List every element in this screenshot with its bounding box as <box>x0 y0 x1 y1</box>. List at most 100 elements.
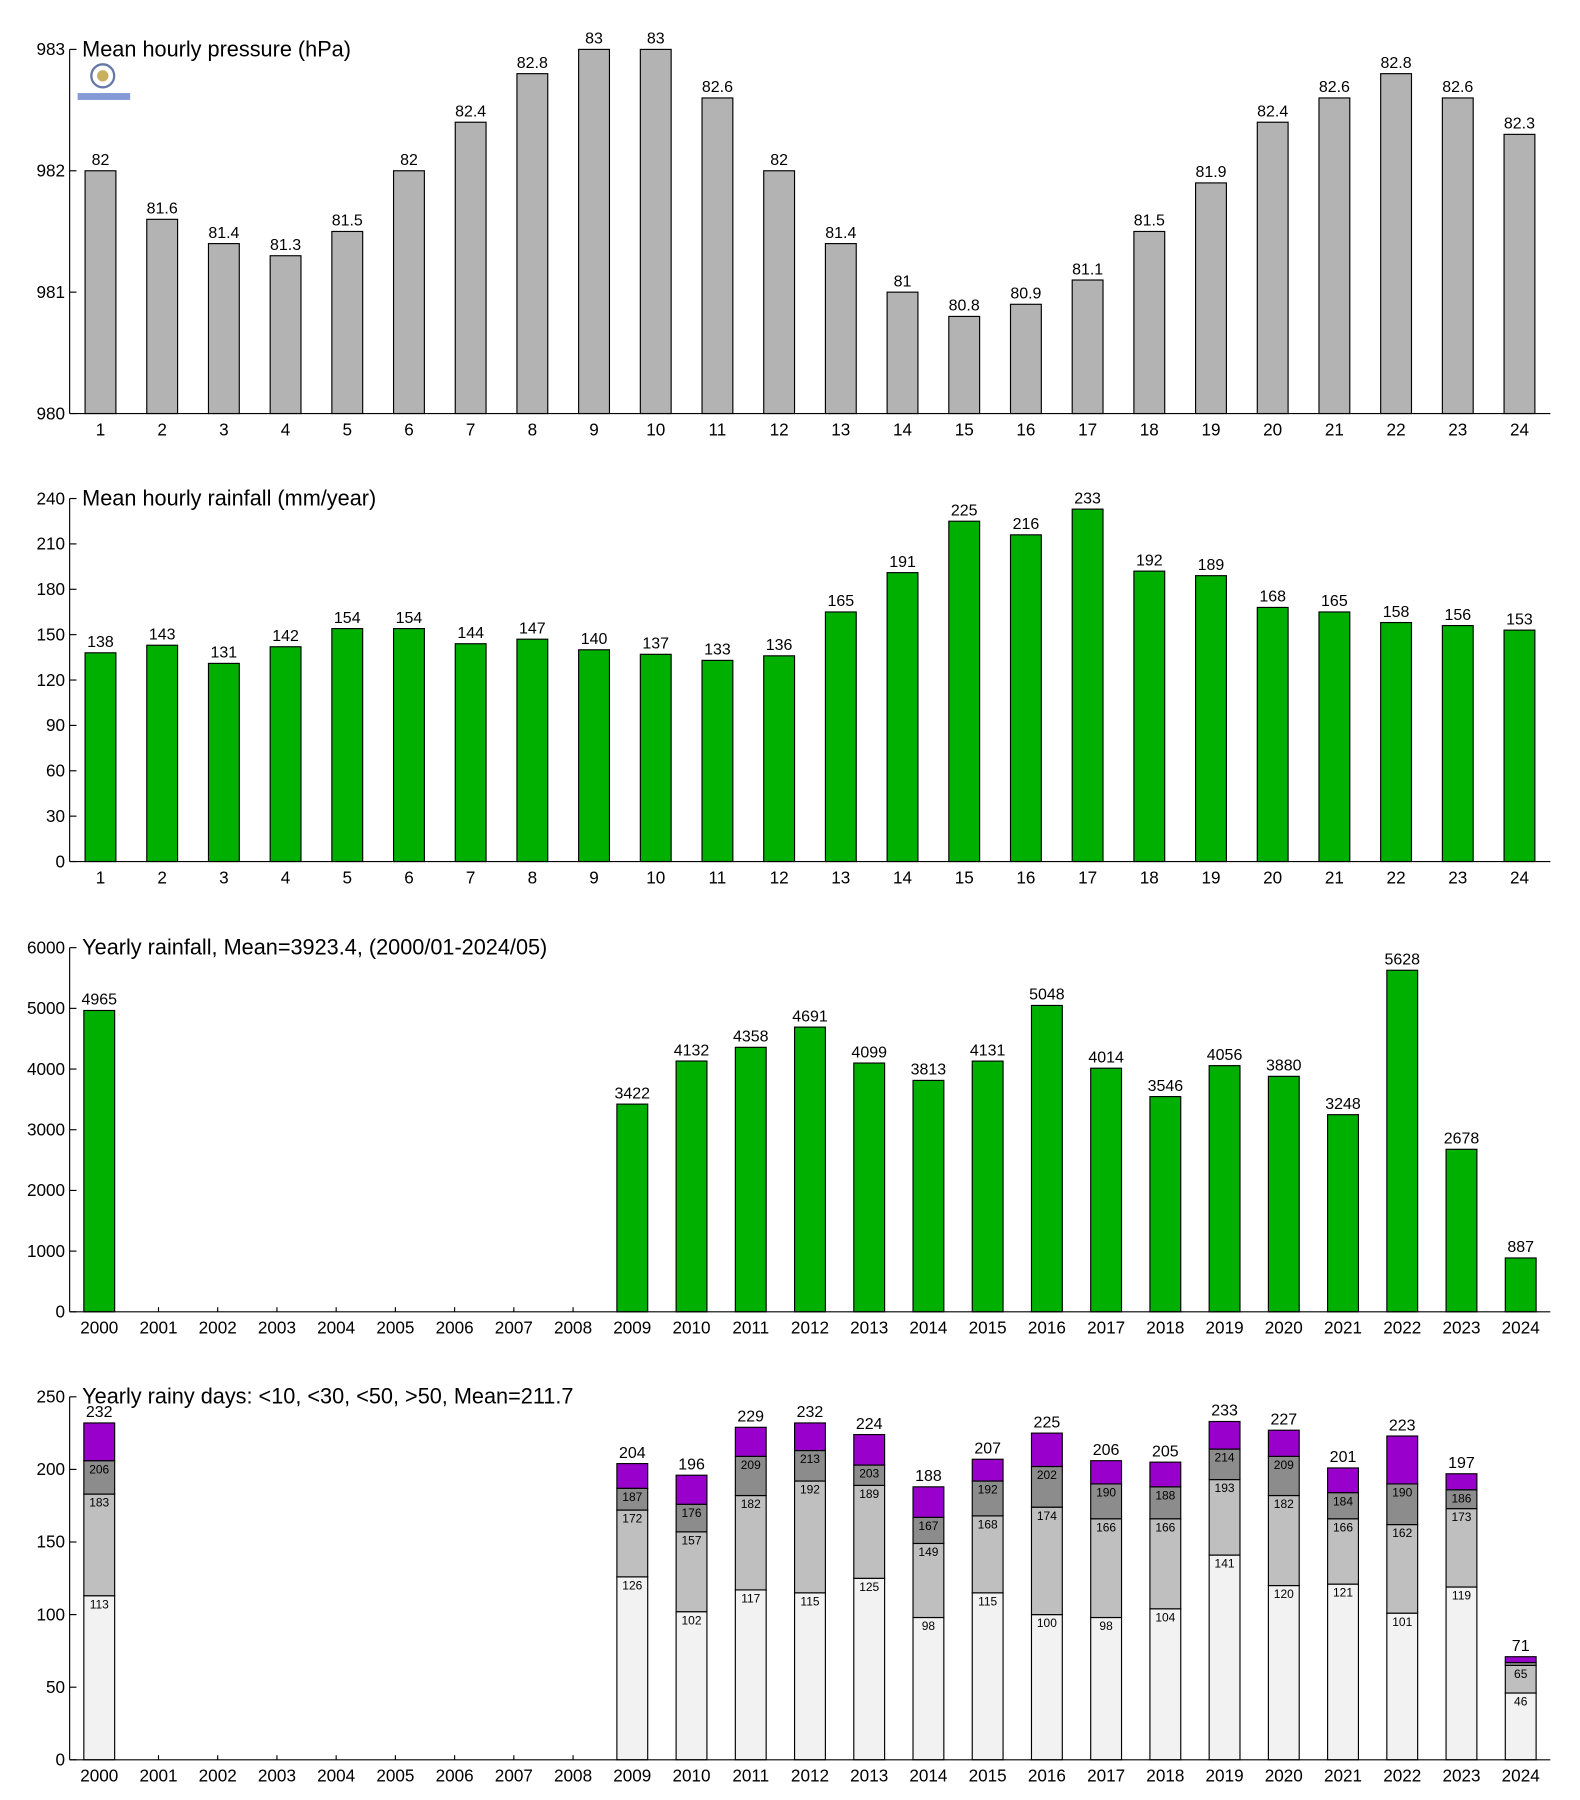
segment-label: 203 <box>859 1467 879 1481</box>
value-label: 189 <box>1198 556 1225 574</box>
x-tick-label: 2018 <box>1146 1766 1184 1786</box>
bar-segment <box>1327 1518 1360 1585</box>
value-label: 144 <box>457 624 484 642</box>
value-label: 165 <box>827 592 854 610</box>
bar-segment <box>1504 1656 1537 1664</box>
x-tick-label: 2007 <box>495 1318 533 1338</box>
value-label: 83 <box>585 30 603 48</box>
x-tick-label: 2013 <box>850 1318 888 1338</box>
bar-segment <box>853 1577 886 1761</box>
value-label: 153 <box>1506 610 1533 628</box>
segment-label: 193 <box>1215 1481 1235 1495</box>
segment-label: 100 <box>1037 1616 1057 1630</box>
x-tick-label: 2024 <box>1502 1318 1541 1338</box>
total-label: 206 <box>1093 1441 1120 1459</box>
bar-segment <box>734 1426 767 1457</box>
total-label: 229 <box>737 1408 764 1426</box>
x-tick-label: 2018 <box>1146 1318 1184 1338</box>
bar <box>886 572 919 863</box>
x-tick-label: 21 <box>1325 867 1344 887</box>
bar-segment <box>853 1433 886 1466</box>
bar <box>1386 969 1419 1313</box>
logo <box>77 63 131 100</box>
bar <box>1503 629 1536 863</box>
bar <box>269 646 302 863</box>
bar <box>701 659 734 863</box>
value-label: 3813 <box>911 1061 947 1079</box>
x-tick-label: 2020 <box>1265 1318 1303 1338</box>
bar-segment <box>1030 1465 1063 1508</box>
value-label: 82.8 <box>517 54 548 72</box>
bar <box>1090 1067 1123 1313</box>
x-tick-label: 2023 <box>1442 1318 1480 1338</box>
x-tick-label: 2012 <box>791 1766 829 1786</box>
bar <box>1504 1257 1537 1313</box>
x-tick-label: 2002 <box>199 1766 237 1786</box>
segment-label: 120 <box>1274 1587 1294 1601</box>
x-tick-label: 2019 <box>1206 1766 1244 1786</box>
bar <box>1327 1114 1360 1313</box>
value-label: 4131 <box>970 1041 1006 1059</box>
x-tick-label: 2001 <box>139 1766 177 1786</box>
total-label: 207 <box>974 1439 1001 1457</box>
segment-label: 117 <box>741 1592 760 1606</box>
value-label: 83 <box>647 30 665 48</box>
segment-label: 184 <box>1333 1494 1353 1508</box>
bar <box>392 170 425 415</box>
bar-segment <box>675 1611 708 1761</box>
bar-segment <box>675 1531 708 1613</box>
x-tick-label: 2 <box>157 419 167 439</box>
y-tick-label: 90 <box>46 715 65 735</box>
bar <box>207 243 240 415</box>
value-label: 165 <box>1321 592 1348 610</box>
value-label: 82.8 <box>1381 54 1412 72</box>
value-label: 147 <box>519 619 546 637</box>
value-label: 887 <box>1507 1238 1534 1256</box>
x-tick-label: 2023 <box>1442 1766 1480 1786</box>
x-tick-label: 2011 <box>732 1318 769 1338</box>
x-tick-label: 15 <box>955 867 974 887</box>
value-label: 81.5 <box>332 212 363 230</box>
bar-segment <box>616 1576 649 1761</box>
total-label: 225 <box>1034 1413 1061 1431</box>
bar <box>392 628 425 863</box>
value-label: 3248 <box>1325 1095 1361 1113</box>
value-label: 81.3 <box>270 236 301 254</box>
x-tick-label: 13 <box>831 419 850 439</box>
value-label: 168 <box>1259 588 1286 606</box>
x-tick-label: 14 <box>893 419 912 439</box>
y-tick-label: 200 <box>37 1459 66 1479</box>
bar-segment <box>1267 1584 1300 1761</box>
value-label: 82 <box>400 151 418 169</box>
bar <box>1441 625 1474 863</box>
bar-segment <box>1149 1486 1182 1520</box>
bar-segment <box>1030 1506 1063 1616</box>
segment-label: 213 <box>800 1452 820 1466</box>
x-tick-label: 12 <box>770 867 789 887</box>
segment-label: 115 <box>978 1594 997 1608</box>
x-tick-label: 14 <box>893 867 912 887</box>
value-label: 154 <box>396 609 423 627</box>
bar <box>1267 1075 1300 1313</box>
x-tick-label: 18 <box>1140 867 1159 887</box>
y-tick-label: 1000 <box>27 1241 65 1261</box>
value-label: 2678 <box>1444 1129 1480 1147</box>
bar <box>701 97 734 415</box>
value-label: 156 <box>1444 606 1471 624</box>
y-tick-label: 50 <box>46 1677 65 1697</box>
bar <box>1256 606 1289 863</box>
x-tick-label: 2000 <box>80 1318 118 1338</box>
segment-label: 209 <box>741 1458 761 1472</box>
x-tick-label: 2003 <box>258 1318 296 1338</box>
bar <box>516 73 549 415</box>
bar <box>1030 1004 1063 1313</box>
x-tick-label: 2005 <box>376 1766 414 1786</box>
x-tick-label: 2012 <box>791 1318 829 1338</box>
segment-label: 166 <box>1096 1520 1116 1534</box>
bar <box>1380 621 1413 863</box>
x-tick-label: 2001 <box>139 1318 177 1338</box>
bar-segment <box>1208 1554 1241 1761</box>
bar-segment <box>734 1455 767 1497</box>
segment-label: 167 <box>918 1519 938 1533</box>
value-label: 3880 <box>1266 1057 1302 1075</box>
